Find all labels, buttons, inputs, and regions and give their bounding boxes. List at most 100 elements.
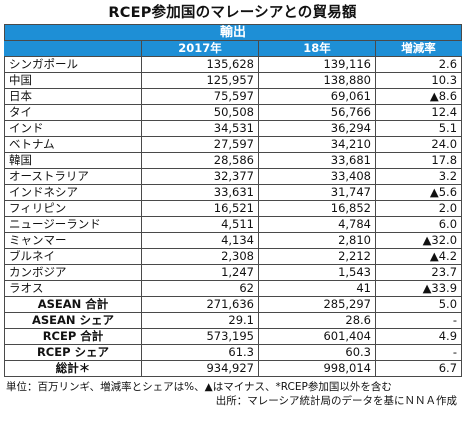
table-row: 韓国 28,586 33,681 17.8 [4,152,463,169]
value-2018-cell: 41 [258,280,376,297]
value-2018-cell: 36,294 [258,120,376,137]
country-name-cell: ブルネイ [4,248,142,265]
aggregate-row: ASEAN 合計 271,636 285,297 5.0 [4,296,463,313]
value-2017-cell: 32,377 [141,168,259,185]
value-2018-cell: 34,210 [258,136,376,153]
change-rate-cell: 6.0 [374,216,463,233]
value-2017-cell: 27,597 [141,136,259,153]
value-2018-cell: 998,014 [258,360,376,377]
value-2017-cell: 4,511 [141,216,259,233]
country-name-cell: 日本 [4,88,142,105]
table-row: インド 34,531 36,294 5.1 [4,120,463,137]
table-row: タイ 50,508 56,766 12.4 [4,104,463,121]
value-2017-cell: 75,597 [141,88,259,105]
value-2017-cell: 62 [141,280,259,297]
country-name-cell: シンガポール [4,56,142,73]
value-2017-cell: 34,531 [141,120,259,137]
value-2017-cell: 2,308 [141,248,259,265]
table-row: 日本 75,597 69,061 ▲8.6 [4,88,463,105]
change-rate-cell: ▲32.0 [374,232,463,249]
value-2017-cell: 61.3 [141,344,259,361]
table-row: シンガポール 135,628 139,116 2.6 [4,56,463,73]
aggregate-row: RCEP 合計 573,195 601,404 4.9 [4,328,463,345]
change-rate-cell: 12.4 [374,104,463,121]
change-rate-cell: 5.0 [374,296,463,313]
change-rate-cell: 2.0 [374,200,463,217]
value-2017-cell: 573,195 [141,328,259,345]
country-name-cell: 総計＊ [4,360,142,377]
footnotes: 単位：百万リンギ、増減率とシェアは%、▲はマイナス、*RCEP参加国以外を含む … [4,380,461,408]
country-name-cell: インド [4,120,142,137]
value-2017-cell: 50,508 [141,104,259,121]
change-rate-cell: 17.8 [374,152,463,169]
value-2018-cell: 285,297 [258,296,376,313]
change-rate-cell: 5.1 [374,120,463,137]
change-rate-cell: 23.7 [374,264,463,281]
value-2018-cell: 138,880 [258,72,376,89]
country-name-cell: 韓国 [4,152,142,169]
change-rate-cell: - [374,312,463,329]
country-rows: シンガポール 135,628 139,116 2.6 中国 125,957 138,880 1… [4,56,463,297]
source-note: 出所：マレーシア統計局のデータを基にＮＮＡ作成 [215,395,457,407]
change-rate-cell: - [374,344,463,361]
table-row: ミャンマー 4,134 2,810 ▲32.0 [4,232,463,249]
column-header-2017: 2017年 [141,40,259,57]
country-name-cell: ミャンマー [4,232,142,249]
country-name-cell: インドネシア [4,184,142,201]
column-header-change: 増減率 [374,40,463,57]
value-2018-cell: 601,404 [258,328,376,345]
section-header: 輸出 [3,24,463,41]
value-2018-cell: 31,747 [258,184,376,201]
value-2018-cell: 33,408 [258,168,376,185]
value-2017-cell: 271,636 [141,296,259,313]
country-name-cell: フィリピン [4,200,142,217]
change-rate-cell: ▲8.6 [374,88,463,105]
table-row: 中国 125,957 138,880 10.3 [4,72,463,89]
country-name-cell: ラオス [4,280,142,297]
table-row: インドネシア 33,631 31,747 ▲5.6 [4,184,463,201]
value-2018-cell: 2,212 [258,248,376,265]
value-2017-cell: 28,586 [141,152,259,169]
column-header-row: 2017年 18年 増減率 [4,40,463,57]
value-2017-cell: 33,631 [141,184,259,201]
table-row: ニュージーランド 4,511 4,784 6.0 [4,216,463,233]
value-2017-cell: 1,247 [141,264,259,281]
value-2017-cell: 16,521 [141,200,259,217]
section-header-row: 輸出 [3,24,463,41]
country-name-cell: RCEP シェア [4,344,142,361]
aggregate-rows: ASEAN 合計 271,636 285,297 5.0 ASEAN シェア 29.1 28… [4,296,463,377]
change-rate-cell: 2.6 [374,56,463,73]
column-header-2018: 18年 [258,40,376,57]
value-2018-cell: 33,681 [258,152,376,169]
value-2018-cell: 4,784 [258,216,376,233]
value-2018-cell: 2,810 [258,232,376,249]
table-row: カンボジア 1,247 1,543 23.7 [4,264,463,281]
value-2018-cell: 28.6 [258,312,376,329]
value-2018-cell: 1,543 [258,264,376,281]
aggregate-row: RCEP シェア 61.3 60.3- [4,344,463,361]
change-rate-cell: 6.7 [374,360,463,377]
value-2018-cell: 69,061 [258,88,376,105]
change-rate-cell: ▲4.2 [374,248,463,265]
value-2018-cell: 60.3 [258,344,376,361]
change-rate-cell: 24.0 [374,136,463,153]
value-2017-cell: 934,927 [141,360,259,377]
change-rate-cell: ▲5.6 [374,184,463,201]
table-row: オーストラリア 32,377 33,408 3.2 [4,168,463,185]
country-name-cell: ニュージーランド [4,216,142,233]
value-2018-cell: 56,766 [258,104,376,121]
aggregate-row: 総計＊ 934,927 998,014 6.7 [4,360,463,377]
country-name-cell: ASEAN 合計 [4,296,142,313]
country-name-cell: オーストラリア [4,168,142,185]
aggregate-row: ASEAN シェア 29.1 28.6- [4,312,463,329]
table-row: ブルネイ 2,308 2,212 ▲4.2 [4,248,463,265]
value-2017-cell: 4,134 [141,232,259,249]
change-rate-cell: 3.2 [374,168,463,185]
country-name-cell: 中国 [4,72,142,89]
value-2018-cell: 16,852 [258,200,376,217]
country-name-cell: ベトナム [4,136,142,153]
units-note: 単位：百万リンギ、増減率とシェアは%、▲はマイナス、*RCEP参加国以外を含む [6,381,392,393]
column-header-country [4,40,142,57]
table-row: ラオス 62 41 ▲33.9 [4,280,463,297]
